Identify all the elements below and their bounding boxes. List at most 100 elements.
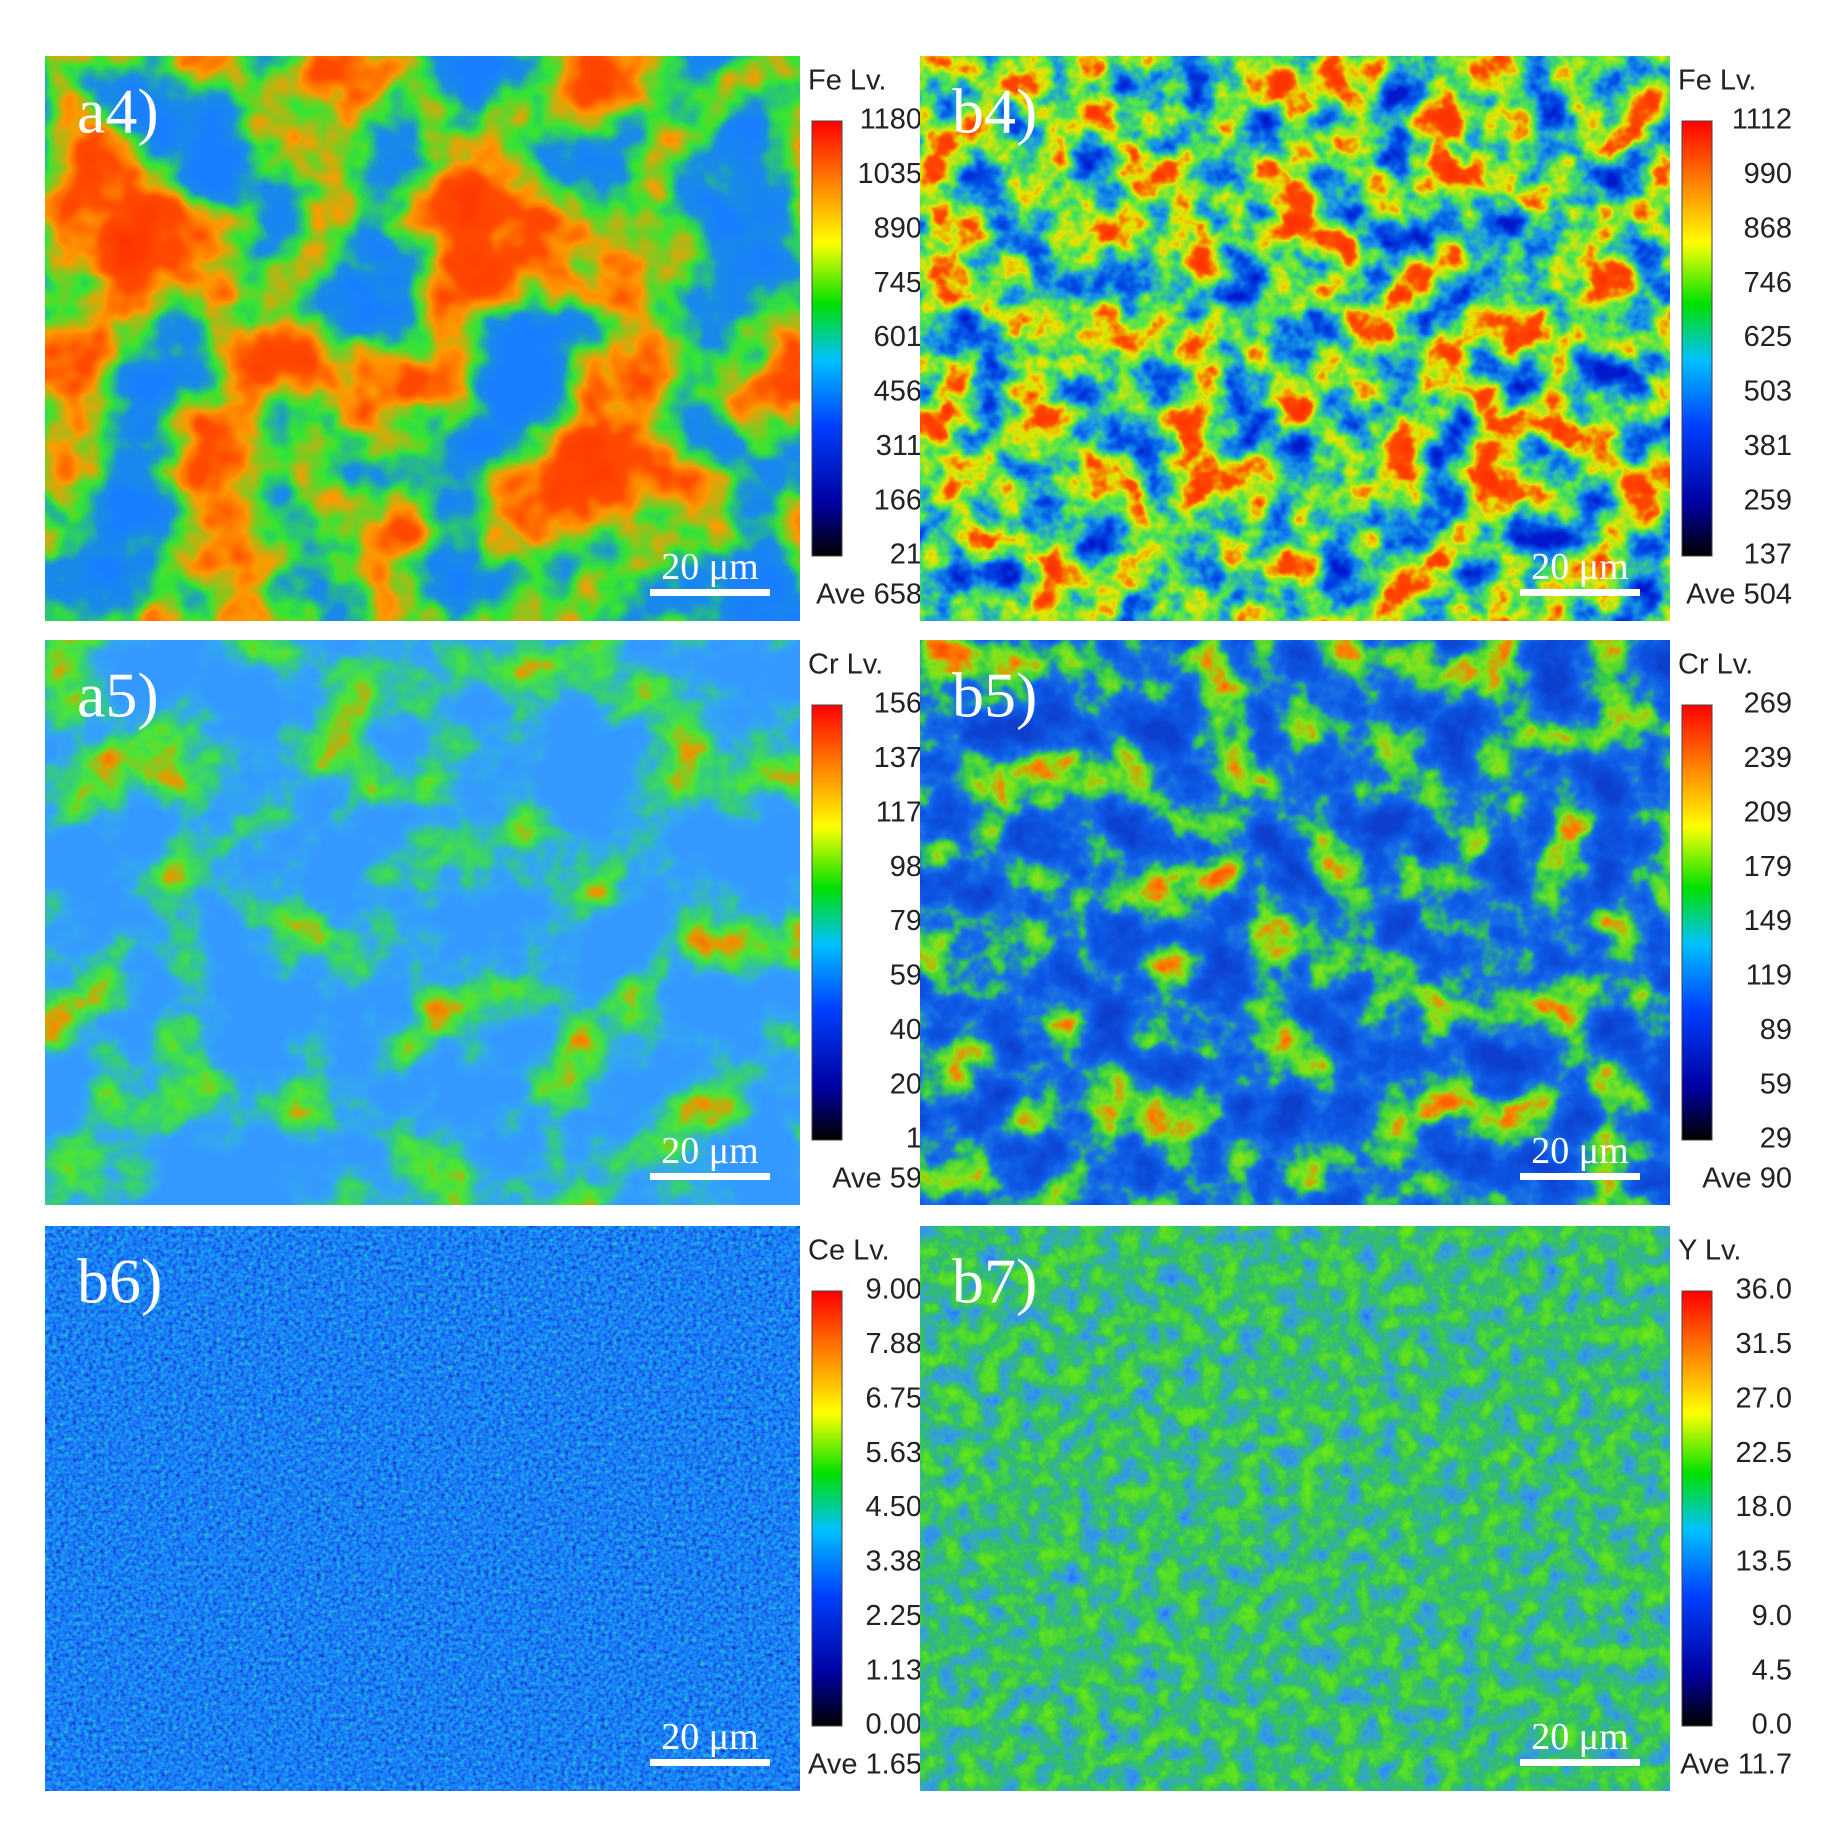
colorbar-tick-label: 18.0 bbox=[1736, 1491, 1792, 1523]
colorbar-tick-label: 259 bbox=[1744, 484, 1792, 516]
colorbar-tick-label: 0.0 bbox=[1752, 1709, 1792, 1741]
colorbar-tick-label: 746 bbox=[1744, 267, 1792, 299]
colorbar-tick-label: 98 bbox=[890, 851, 922, 883]
colorbar-tick-label: 5.63 bbox=[866, 1437, 922, 1469]
panel-label: b6) bbox=[77, 1246, 162, 1317]
colorbar bbox=[1681, 120, 1713, 557]
element-map bbox=[45, 56, 800, 621]
average-label: Ave 504 bbox=[1686, 579, 1792, 611]
colorbar-tick-label: 1112 bbox=[1732, 104, 1792, 136]
colorbar bbox=[1681, 1290, 1713, 1727]
element-map bbox=[45, 1226, 800, 1791]
scale-bar bbox=[650, 589, 770, 596]
element-map bbox=[45, 640, 800, 1205]
colorbar-tick-label: 311 bbox=[876, 430, 922, 462]
colorbar-tick-label: 20 bbox=[890, 1068, 922, 1100]
colorbar-tick-label: 9.0 bbox=[1752, 1600, 1792, 1632]
colorbar-tick-label: 137 bbox=[1744, 539, 1792, 571]
colorbar bbox=[1681, 704, 1713, 1141]
colorbar-tick-label: 21 bbox=[890, 539, 922, 571]
panel: b5) 20 μm Cr Lv. 269 239 209 179 149 119 89 59 29 Av… bbox=[920, 640, 1792, 1205]
average-label: Ave 11.7 bbox=[1680, 1749, 1792, 1781]
colorbar-tick-label: 503 bbox=[1744, 376, 1792, 408]
colorbar-tick-label: 89 bbox=[1760, 1014, 1792, 1046]
colorbar-tick-label: 36.0 bbox=[1736, 1274, 1792, 1306]
panel-label: a4) bbox=[77, 76, 159, 147]
colorbar-tick-label: 890 bbox=[874, 212, 922, 244]
scale-bar-label: 20 μm bbox=[661, 1716, 758, 1758]
colorbar-tick-label: 990 bbox=[1744, 158, 1792, 190]
panel-label: b4) bbox=[952, 76, 1037, 147]
colorbar-tick-label: 4.5 bbox=[1752, 1654, 1792, 1686]
colorbar-title: Fe Lv. bbox=[808, 65, 886, 97]
panel: a4) 20 μm Fe Lv. 1180 1035 890 745 601 456 311 166… bbox=[45, 56, 922, 621]
colorbar-tick-label: 0.00 bbox=[866, 1709, 922, 1741]
colorbar-tick-label: 868 bbox=[1744, 212, 1792, 244]
panel: b6) 20 μm Ce Lv. 9.00 7.88 6.75 5.63 4.50 3.38 2.… bbox=[45, 1226, 922, 1791]
colorbar-tick-label: 156 bbox=[874, 688, 922, 720]
average-label: Ave 1.65 bbox=[808, 1749, 922, 1781]
scale-bar-label: 20 μm bbox=[1531, 1130, 1628, 1172]
colorbar-tick-label: 2.25 bbox=[866, 1600, 922, 1632]
panel: b7) 20 μm Y Lv. 36.0 31.5 27.0 22.5 18.0 13.5 9.0… bbox=[920, 1226, 1792, 1791]
colorbar-tick-label: 179 bbox=[1744, 851, 1792, 883]
scale-bar bbox=[1520, 589, 1640, 596]
scale-bar bbox=[650, 1759, 770, 1766]
colorbar-tick-label: 381 bbox=[1744, 430, 1792, 462]
colorbar-tick-label: 209 bbox=[1744, 796, 1792, 828]
colorbar-tick-label: 27.0 bbox=[1736, 1382, 1792, 1414]
scale-bar bbox=[1520, 1173, 1640, 1180]
scale-bar bbox=[1520, 1759, 1640, 1766]
colorbar-tick-label: 601 bbox=[874, 321, 922, 353]
colorbar-title: Fe Lv. bbox=[1678, 65, 1756, 97]
colorbar-tick-label: 149 bbox=[1744, 905, 1792, 937]
colorbar-tick-label: 4.50 bbox=[866, 1491, 922, 1523]
colorbar-tick-label: 22.5 bbox=[1736, 1437, 1792, 1469]
colorbar-tick-label: 7.88 bbox=[866, 1328, 922, 1360]
colorbar-tick-label: 119 bbox=[1746, 960, 1792, 992]
colorbar-title: Cr Lv. bbox=[1678, 649, 1753, 681]
panel-label: b7) bbox=[952, 1246, 1037, 1317]
panel: a5) 20 μm Cr Lv. 156 137 117 98 79 59 40 20 1 Ave 59 bbox=[45, 640, 922, 1205]
colorbar-tick-label: 1180 bbox=[860, 104, 922, 136]
colorbar-tick-label: 29 bbox=[1760, 1123, 1792, 1155]
colorbar-tick-label: 13.5 bbox=[1736, 1546, 1792, 1578]
scale-bar-label: 20 μm bbox=[1531, 546, 1628, 588]
element-map bbox=[920, 56, 1670, 621]
colorbar-tick-label: 456 bbox=[874, 376, 922, 408]
colorbar-tick-label: 59 bbox=[890, 960, 922, 992]
colorbar-tick-label: 79 bbox=[890, 905, 922, 937]
scale-bar-label: 20 μm bbox=[1531, 1716, 1628, 1758]
colorbar-tick-label: 239 bbox=[1744, 742, 1792, 774]
element-map bbox=[920, 640, 1670, 1205]
colorbar bbox=[811, 1290, 843, 1727]
panel: b4) 20 μm Fe Lv. 1112 990 868 746 625 503 381 259 1… bbox=[920, 56, 1792, 621]
colorbar bbox=[811, 704, 843, 1141]
colorbar-tick-label: 269 bbox=[1744, 688, 1792, 720]
scale-bar-label: 20 μm bbox=[661, 546, 758, 588]
colorbar-tick-label: 1 bbox=[906, 1123, 922, 1155]
colorbar-tick-label: 745 bbox=[874, 267, 922, 299]
colorbar-title: Y Lv. bbox=[1678, 1235, 1741, 1267]
colorbar bbox=[811, 120, 843, 557]
scale-bar-label: 20 μm bbox=[661, 1130, 758, 1172]
scale-bar bbox=[650, 1173, 770, 1180]
colorbar-tick-label: 6.75 bbox=[866, 1382, 922, 1414]
colorbar-tick-label: 117 bbox=[876, 796, 922, 828]
colorbar-tick-label: 59 bbox=[1760, 1068, 1792, 1100]
element-map bbox=[920, 1226, 1670, 1791]
colorbar-tick-label: 3.38 bbox=[866, 1546, 922, 1578]
colorbar-title: Cr Lv. bbox=[808, 649, 883, 681]
colorbar-tick-label: 31.5 bbox=[1736, 1328, 1792, 1360]
colorbar-title: Ce Lv. bbox=[808, 1235, 890, 1267]
average-label: Ave 90 bbox=[1702, 1163, 1792, 1195]
colorbar-tick-label: 40 bbox=[890, 1014, 922, 1046]
colorbar-tick-label: 137 bbox=[874, 742, 922, 774]
panel-label: b5) bbox=[952, 660, 1037, 731]
panel-label: a5) bbox=[77, 660, 159, 731]
colorbar-tick-label: 625 bbox=[1744, 321, 1792, 353]
average-label: Ave 59 bbox=[832, 1163, 922, 1195]
average-label: Ave 658 bbox=[816, 579, 922, 611]
